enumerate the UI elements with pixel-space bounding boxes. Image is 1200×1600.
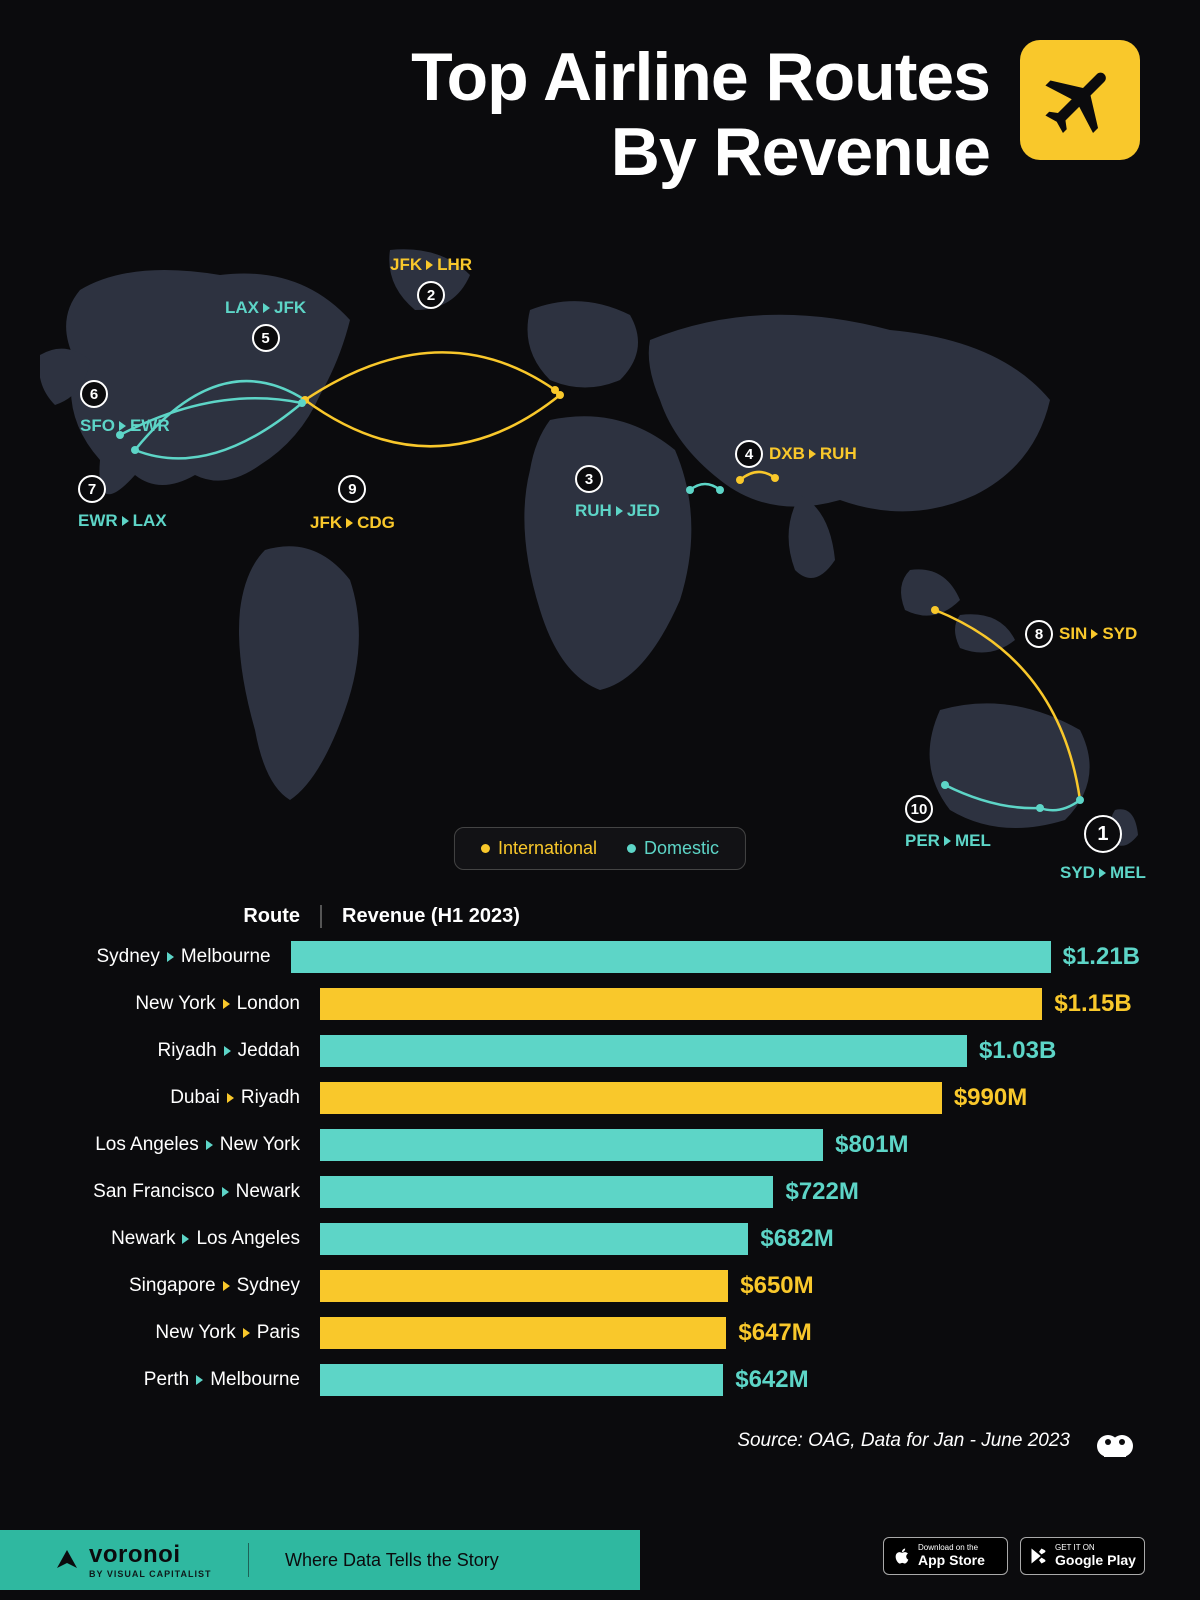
header-route: Route: [60, 905, 320, 928]
header: Top Airline RoutesBy Revenue: [0, 40, 1200, 190]
source-text: Source: OAG, Data for Jan - June 2023: [737, 1430, 1070, 1452]
chart-bar: [320, 1364, 723, 1396]
chart-value: $650M: [740, 1272, 813, 1300]
legend-international: International: [481, 838, 597, 859]
chart-route-name: PerthMelbourne: [60, 1369, 320, 1391]
airplane-icon: [1020, 40, 1140, 160]
rank-badge: 10: [905, 795, 933, 823]
cloud-logo-icon: [1090, 1420, 1140, 1470]
chart-value: $1.03B: [979, 1037, 1056, 1065]
chart-route-name: New YorkLondon: [60, 993, 320, 1015]
world-map: 1SYDMELJFKLHR23RUHJED4DXBRUHLAXJFK56SFOE…: [40, 240, 1160, 875]
chart-route-name: SydneyMelbourne: [60, 946, 291, 968]
map-route-label-5: LAXJFK5: [225, 298, 306, 352]
chart-bar: [320, 1082, 942, 1114]
legend-domestic: Domestic: [627, 838, 719, 859]
rank-badge: 5: [252, 324, 280, 352]
chart-value: $801M: [835, 1131, 908, 1159]
brand-logo: voronoi BY VISUAL CAPITALIST: [55, 1541, 212, 1579]
map-route-label-10: 10PERMEL: [905, 795, 991, 851]
chart-value: $722M: [785, 1178, 858, 1206]
map-route-label-3: 3RUHJED: [575, 465, 660, 521]
chart-bar: [291, 941, 1051, 973]
chart-route-name: DubaiRiyadh: [60, 1087, 320, 1109]
chart-row: NewarkLos Angeles $682M: [60, 1220, 1140, 1258]
app-store-badge[interactable]: Download on theApp Store: [883, 1537, 1008, 1575]
chart-headers: Route Revenue (H1 2023): [60, 905, 1140, 928]
map-route-label-7: 7EWRLAX: [78, 475, 167, 531]
map-route-label-1: 1SYDMEL: [1060, 815, 1146, 883]
map-route-label-9: 9JFKCDG: [310, 475, 395, 533]
chart-bar: [320, 1035, 967, 1067]
map-route-label-6: 6SFOEWR: [80, 380, 170, 436]
footer: voronoi BY VISUAL CAPITALIST Where Data …: [0, 1520, 1200, 1600]
chart-row: PerthMelbourne $642M: [60, 1361, 1140, 1399]
chart-bar: [320, 1176, 773, 1208]
chart-value: $642M: [735, 1366, 808, 1394]
chart-row: New YorkParis $647M: [60, 1314, 1140, 1352]
chart-row: Los AngelesNew York $801M: [60, 1126, 1140, 1164]
chart-bar: [320, 1270, 728, 1302]
chart-row: DubaiRiyadh $990M: [60, 1079, 1140, 1117]
chart-bar: [320, 1223, 748, 1255]
chart-bar: [320, 988, 1042, 1020]
chart-row: San FranciscoNewark $722M: [60, 1173, 1140, 1211]
route-code: SINSYD: [1059, 624, 1137, 644]
chart-row: New YorkLondon $1.15B: [60, 985, 1140, 1023]
chart-value: $990M: [954, 1084, 1027, 1112]
map-route-label-4: 4 DXBRUH: [735, 440, 857, 468]
chart-value: $647M: [738, 1319, 811, 1347]
google-play-icon: [1029, 1546, 1049, 1566]
chart-value: $682M: [760, 1225, 833, 1253]
chart-row: SydneyMelbourne $1.21B: [60, 938, 1140, 976]
chart-route-name: Los AngelesNew York: [60, 1134, 320, 1156]
chart-bar: [320, 1129, 823, 1161]
map-route-label-8: 8 SINSYD: [1025, 620, 1137, 648]
chart-row: RiyadhJeddah $1.03B: [60, 1032, 1140, 1070]
rank-badge: 8: [1025, 620, 1053, 648]
footer-tagline: Where Data Tells the Story: [285, 1550, 499, 1571]
rank-badge: 4: [735, 440, 763, 468]
map-svg: [40, 240, 1160, 875]
rank-badge: 2: [417, 281, 445, 309]
chart-value: $1.21B: [1063, 943, 1140, 971]
chart-row: SingaporeSydney $650M: [60, 1267, 1140, 1305]
map-legend: International Domestic: [454, 827, 746, 870]
google-play-badge[interactable]: GET IT ONGoogle Play: [1020, 1537, 1145, 1575]
header-revenue: Revenue (H1 2023): [320, 905, 520, 928]
chart-route-name: San FranciscoNewark: [60, 1181, 320, 1203]
rank-badge: 7: [78, 475, 106, 503]
chart-bar: [320, 1317, 726, 1349]
page-title: Top Airline RoutesBy Revenue: [411, 40, 990, 190]
chart-route-name: SingaporeSydney: [60, 1275, 320, 1297]
revenue-chart: Route Revenue (H1 2023) SydneyMelbourne …: [60, 905, 1140, 1408]
rank-badge: 3: [575, 465, 603, 493]
apple-icon: [892, 1546, 912, 1566]
chart-route-name: NewarkLos Angeles: [60, 1228, 320, 1250]
chart-route-name: New YorkParis: [60, 1322, 320, 1344]
map-route-label-2: JFKLHR2: [390, 255, 472, 309]
rank-badge: 1: [1084, 815, 1122, 853]
chart-route-name: RiyadhJeddah: [60, 1040, 320, 1062]
chart-value: $1.15B: [1054, 990, 1131, 1018]
rank-badge: 6: [80, 380, 108, 408]
route-code: DXBRUH: [769, 444, 857, 464]
rank-badge: 9: [338, 475, 366, 503]
